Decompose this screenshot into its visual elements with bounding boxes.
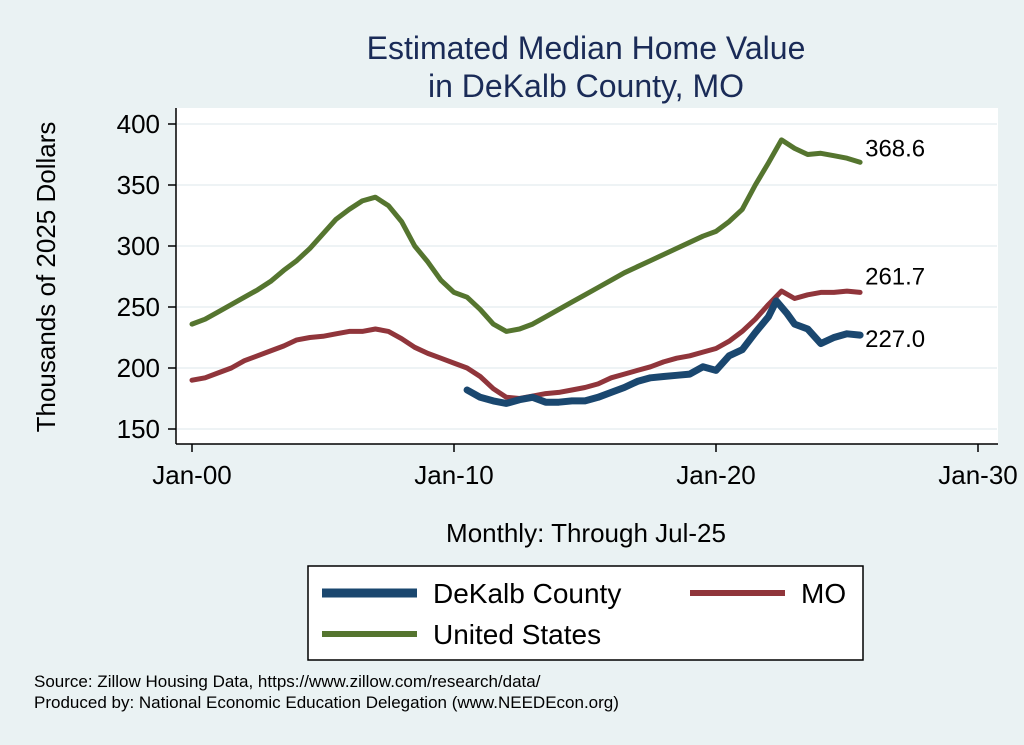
end-label-mo: 261.7 [865, 263, 925, 290]
series-lines [189, 137, 864, 407]
legend-label-us: United States [433, 619, 601, 650]
legend: DeKalb County MO United States [307, 565, 864, 661]
x-tick-label: Jan-30 [938, 460, 1018, 490]
end-label-us: 368.6 [865, 135, 925, 162]
chart-title-line-1: Estimated Median Home Value [367, 30, 806, 66]
x-tick-label: Jan-10 [414, 460, 494, 490]
y-tick-label: 350 [117, 170, 160, 200]
x-tick-label: Jan-00 [152, 460, 232, 490]
x-axis-title: Monthly: Through Jul-25 [446, 518, 726, 548]
source-note: Source: Zillow Housing Data, https://www… [34, 672, 541, 691]
end-label-dekalb: 227.0 [865, 326, 925, 353]
series-line-dekalb [463, 297, 864, 407]
legend-box [307, 565, 864, 661]
series-line-us [189, 137, 863, 334]
y-tick-label: 250 [117, 292, 160, 322]
y-tick-label: 300 [117, 231, 160, 261]
legend-label-dekalb: DeKalb County [433, 578, 621, 609]
end-labels: 227.0 261.7 368.6 [865, 135, 925, 353]
axes: 150 200 250 300 350 400 Jan-00 Jan-10 Jan-20 Jan-… [117, 108, 1018, 490]
y-tick-label: 400 [117, 109, 160, 139]
y-tick-label: 150 [117, 414, 160, 444]
y-tick-label: 200 [117, 353, 160, 383]
grid [177, 123, 997, 430]
chart-title-line-2: in DeKalb County, MO [428, 68, 744, 104]
legend-label-mo: MO [801, 578, 846, 609]
x-tick-label: Jan-20 [676, 460, 756, 490]
producer-note: Produced by: National Economic Education… [34, 693, 619, 712]
y-axis-title: Thousands of 2025 Dollars [31, 122, 61, 433]
